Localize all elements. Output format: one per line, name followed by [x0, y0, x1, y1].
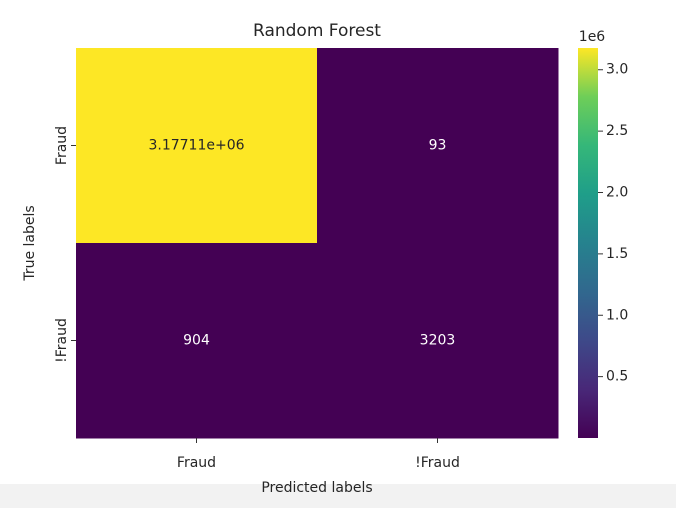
cell-label: 3.17711e+06: [148, 138, 244, 154]
cell: [317, 243, 559, 439]
x-axis-label: Predicted labels: [261, 480, 372, 496]
cell-label: 93: [429, 138, 447, 154]
colorbar-tick-label: 1.5: [606, 246, 628, 262]
colorbar-tick-label: 2.0: [606, 184, 628, 200]
bottom-strip: [0, 484, 676, 508]
x-tick-label: Fraud: [177, 455, 216, 471]
colorbar: [578, 48, 598, 438]
colorbar-tick-label: 0.5: [606, 369, 628, 385]
cell: [317, 48, 559, 244]
colorbar-offset: 1e6: [579, 29, 606, 45]
colorbar-tick-label: 2.5: [606, 123, 628, 139]
cell: [76, 48, 318, 244]
y-tick-label: !Fraud: [54, 318, 70, 363]
y-tick-label: Fraud: [54, 126, 70, 165]
cell: [76, 243, 318, 439]
y-axis-label: True labels: [22, 205, 38, 281]
cell-label: 904: [183, 333, 210, 349]
colorbar-tick-label: 3.0: [606, 62, 628, 78]
chart-title: Random Forest: [253, 21, 381, 41]
colorbar-tick-label: 1.0: [606, 307, 628, 323]
cell-label: 3203: [420, 333, 456, 349]
x-tick-label: !Fraud: [415, 455, 460, 471]
